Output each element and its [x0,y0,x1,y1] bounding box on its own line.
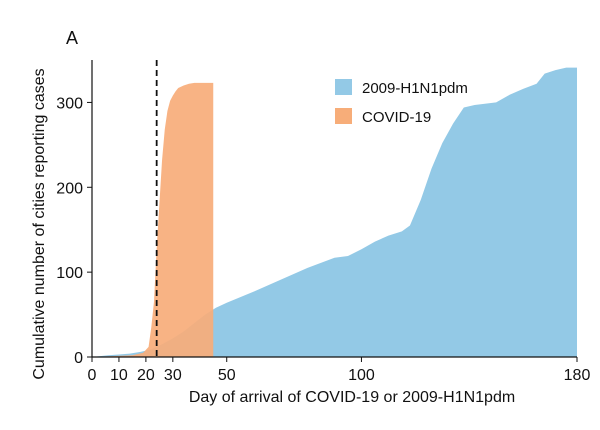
y-axis-ticks: 0 100 200 300 [56,95,92,367]
legend: 2009-H1N1pdm COVID-19 [335,79,468,126]
legend-swatch-covid [335,108,352,124]
x-axis-ticks: 0 10 20 30 50 100 180 [88,357,591,384]
x-tick-label: 0 [88,367,97,384]
y-tick-label: 200 [56,180,83,197]
y-tick-label: 100 [56,265,83,282]
legend-label-h1n1: 2009-H1N1pdm [362,80,468,97]
legend-swatch-h1n1 [335,79,352,95]
x-tick-label: 50 [218,367,236,384]
y-tick-label: 0 [74,350,83,367]
plot-area [92,60,577,357]
series-area-2009-h1n1pdm [92,67,577,357]
y-tick-label: 300 [56,95,83,112]
x-axis-title: Day of arrival of COVID-19 or 2009-H1N1p… [189,389,515,406]
x-tick-label: 30 [164,367,182,384]
x-tick-label: 180 [564,367,591,384]
series-area-covid-19 [92,82,214,357]
y-axis-title: Cumulative number of cities reporting ca… [31,68,48,379]
x-tick-label: 100 [348,367,375,384]
x-tick-label: 10 [110,367,128,384]
x-tick-label: 20 [137,367,155,384]
legend-label-covid: COVID-19 [362,109,431,126]
panel-label: A [66,28,78,48]
